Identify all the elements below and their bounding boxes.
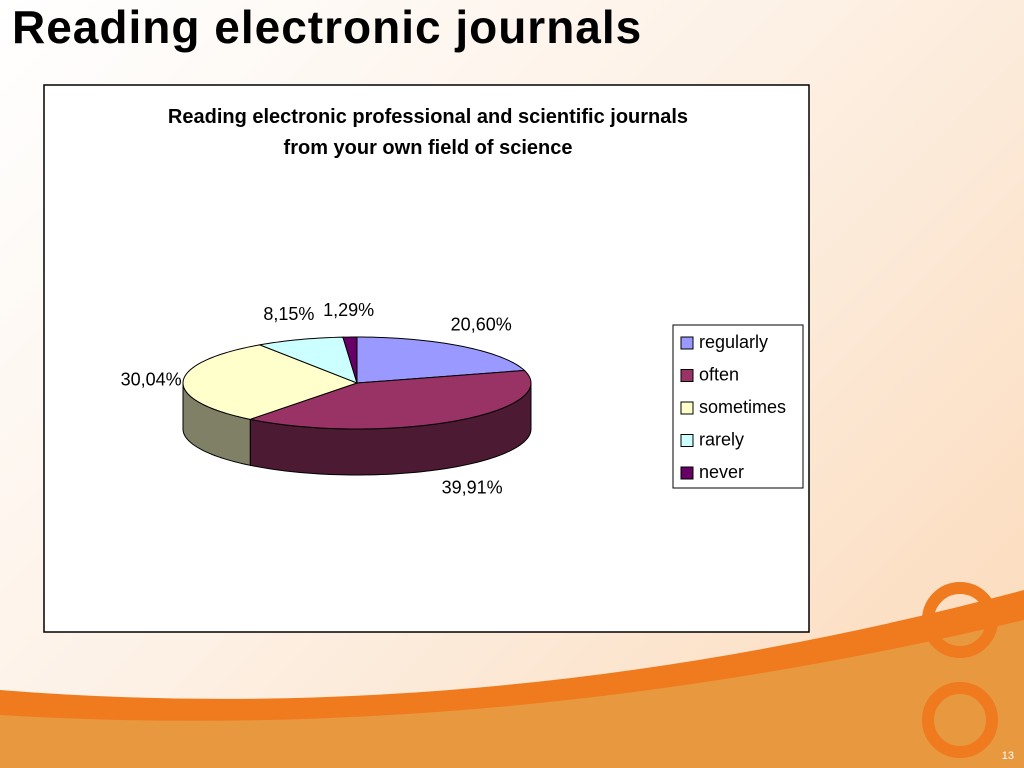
chart-title: Reading electronic professional and scie… xyxy=(167,106,689,159)
pie-slice xyxy=(182,344,359,420)
legend xyxy=(672,324,804,489)
decor-band xyxy=(0,620,1024,768)
legend-label: regularly xyxy=(699,332,768,352)
data-label: 20,60% xyxy=(451,314,512,334)
legend-label: often xyxy=(699,364,739,384)
decor-circle xyxy=(922,582,998,658)
data-label: 30,04% xyxy=(121,369,182,389)
legend-swatch xyxy=(680,434,694,447)
page-number: 13 xyxy=(1001,750,1014,762)
data-label: 39,91% xyxy=(442,477,503,497)
pie-slice xyxy=(342,336,358,384)
legend-label: never xyxy=(699,462,744,482)
data-label: 1,29% xyxy=(323,300,374,320)
legend-label: rarely xyxy=(699,429,744,449)
pie-slice xyxy=(356,336,526,384)
data-label: 8,15% xyxy=(263,304,314,324)
pie-slice xyxy=(257,336,358,384)
legend-swatch xyxy=(680,466,694,480)
decor-circle xyxy=(922,682,998,758)
legend-label: sometimes xyxy=(699,397,786,417)
slide-title: Reading electronic journals xyxy=(12,1,643,53)
pie-slice xyxy=(248,369,532,430)
legend-swatch xyxy=(680,369,694,382)
legend-swatch xyxy=(680,336,694,350)
legend-swatch xyxy=(680,401,694,415)
